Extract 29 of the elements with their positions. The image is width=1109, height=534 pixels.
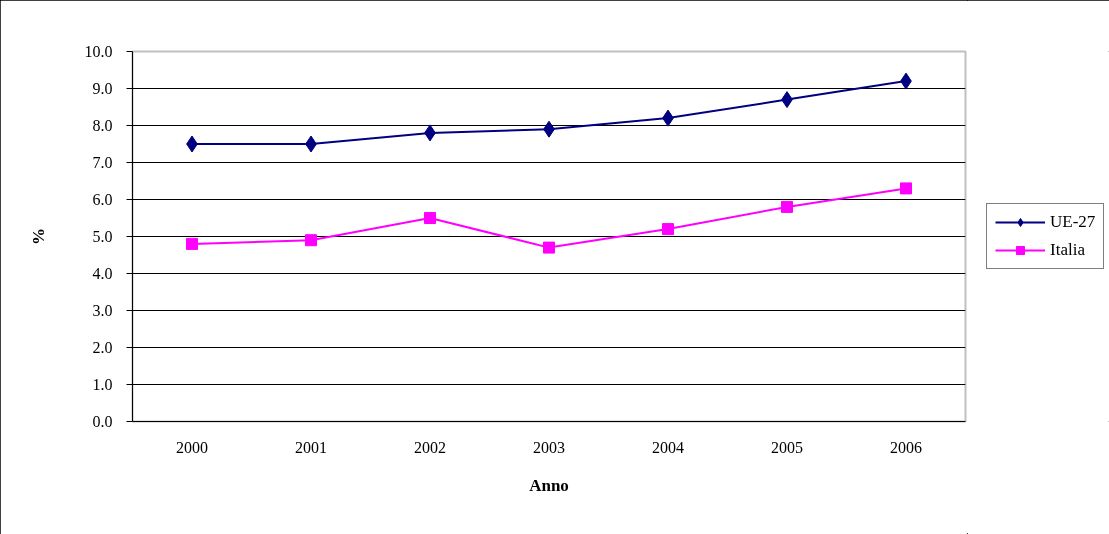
y-tick-label: 4.0 [92, 265, 113, 282]
y-tick-label: 10.0 [84, 43, 113, 60]
x-tick-label: 2002 [414, 438, 446, 456]
point [186, 237, 198, 250]
x-tick-label: 2005 [771, 438, 803, 456]
y-tick-label: 8.0 [92, 117, 113, 134]
y-tick-label: 9.0 [92, 80, 113, 97]
x-tick-label: 2006 [890, 438, 922, 456]
legend-label: UE-27 [1050, 212, 1096, 232]
point [305, 234, 317, 247]
x-axis-title: Anno [529, 475, 569, 495]
y-axis-title: % [28, 228, 48, 245]
y-tick-label: 2.0 [92, 339, 113, 356]
legend-label: Italia [1050, 240, 1085, 260]
point [781, 200, 793, 213]
y-tick-label: 5.0 [92, 228, 113, 245]
y-tick-label: 1.0 [92, 376, 113, 393]
y-tick-label: 6.0 [92, 191, 113, 208]
y-tick-label: 3.0 [92, 302, 113, 319]
x-tick-label: 2003 [533, 438, 565, 456]
point [900, 182, 912, 195]
point [543, 241, 555, 254]
y-tick-label: 7.0 [92, 154, 113, 171]
y-tick-label: 0.0 [92, 413, 113, 430]
x-tick-label: 2000 [176, 438, 208, 456]
point [662, 223, 674, 236]
point [424, 212, 436, 224]
x-tick-label: 2001 [295, 438, 327, 456]
x-tick-label: 2004 [652, 438, 684, 456]
